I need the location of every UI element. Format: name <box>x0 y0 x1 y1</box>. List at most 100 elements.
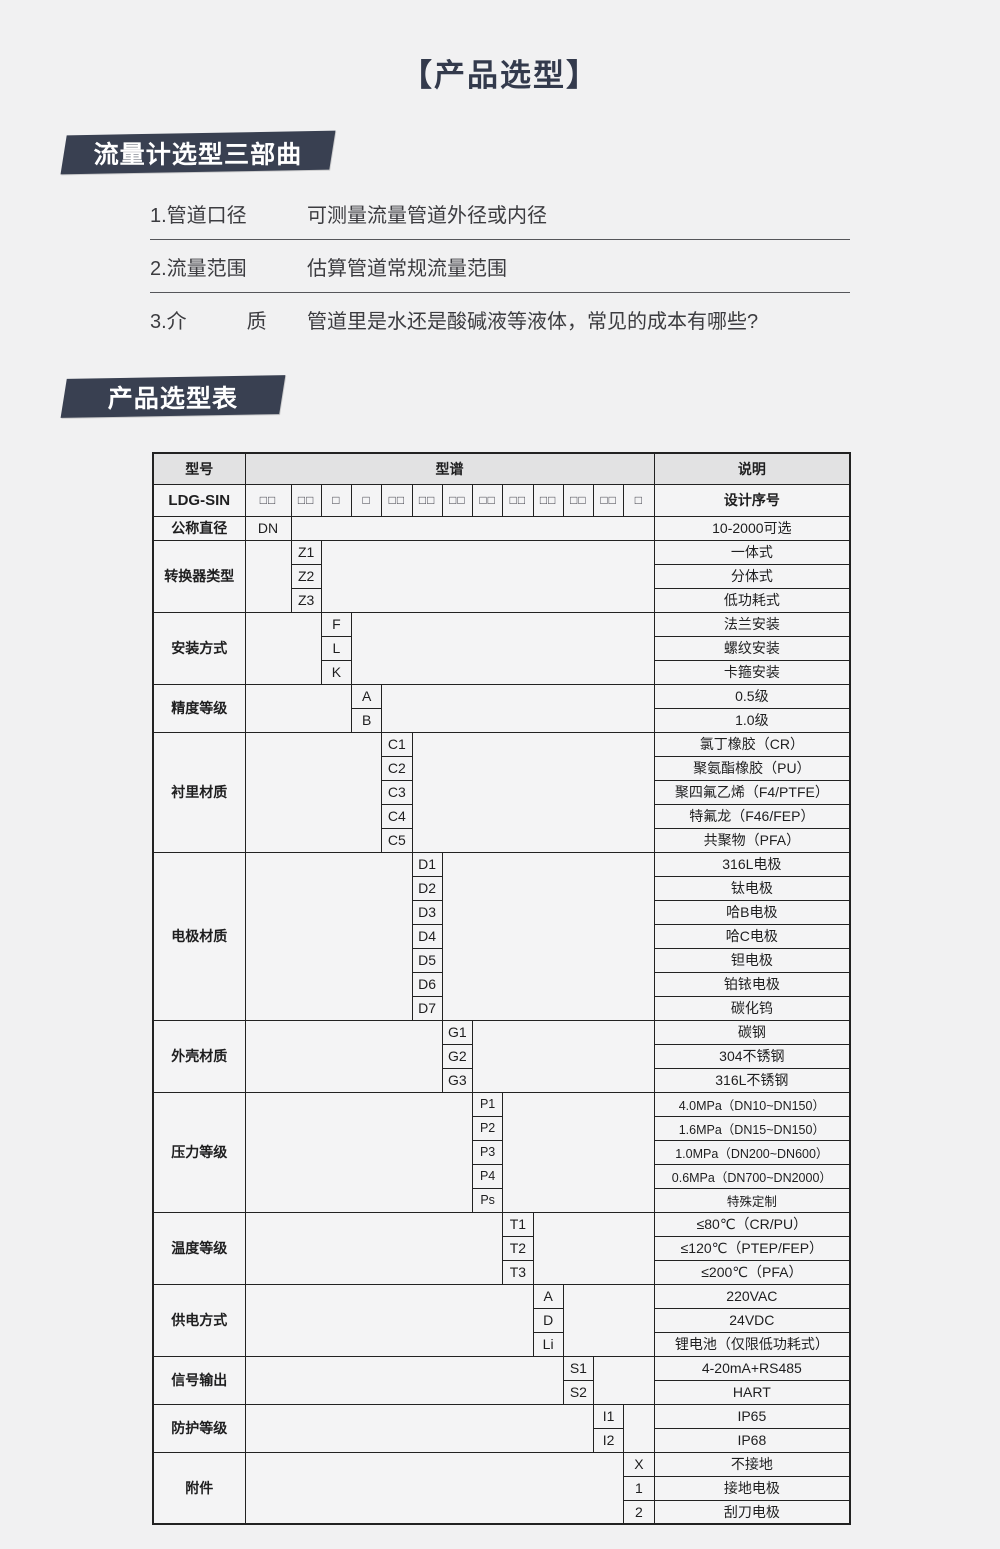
spec-code-cell: P1 <box>471 1091 504 1117</box>
spec-desc-cell: 1.6MPa（DN15~DN150） <box>653 1115 851 1141</box>
steps-banner-label: 流量计选型三部曲 <box>93 140 303 169</box>
spec-desc-cell: 不接地 <box>653 1451 851 1477</box>
header-spectrum: 型谱 <box>244 452 655 485</box>
filler-cell <box>562 1283 655 1357</box>
code-placeholder-boxes: □□ <box>471 483 504 517</box>
filler-cell <box>244 731 383 853</box>
step-row-2: 2.流量范围 估算管道常规流量范围 <box>150 240 850 293</box>
spec-desc-cell: 钽电极 <box>653 947 851 973</box>
step-description: 估算管道常规流量范围 <box>307 257 507 280</box>
spec-code-cell: Ps <box>471 1187 504 1213</box>
spec-code-cell: A <box>350 683 383 709</box>
spec-code-cell: S1 <box>562 1355 595 1381</box>
spec-code-cell: D7 <box>411 995 443 1021</box>
spec-desc-cell: 0.5级 <box>653 683 851 709</box>
step-label: 3.介 质 <box>150 311 267 333</box>
spec-desc-cell: 304不锈钢 <box>653 1043 851 1069</box>
spec-code-cell: D2 <box>411 875 443 901</box>
code-placeholder-boxes: □□ <box>562 483 595 517</box>
spec-desc-cell: 哈C电极 <box>653 923 851 949</box>
spec-code-cell: P3 <box>471 1139 504 1165</box>
category-cell: 公称直径 <box>152 515 246 541</box>
spec-desc-cell: HART <box>653 1379 851 1405</box>
page-title: 【产品选型】 <box>401 58 599 93</box>
filler-cell <box>244 1211 504 1285</box>
model-description-cell: 设计序号 <box>653 483 851 517</box>
filler-cell <box>441 851 655 1021</box>
spec-desc-cell: 低功耗式 <box>653 587 851 613</box>
filler-cell <box>244 683 352 733</box>
filler-cell <box>244 611 322 685</box>
spec-desc-cell: 聚四氟乙烯（F4/PTFE） <box>653 779 851 805</box>
spec-desc-cell: 锂电池（仅限低功耗式） <box>653 1331 851 1357</box>
filler-cell <box>244 1019 443 1093</box>
step-row-1: 1.管道口径 可测量流量管道外径或内径 <box>150 187 850 240</box>
spec-desc-cell: 碳钢 <box>653 1019 851 1045</box>
filler-cell <box>320 539 655 613</box>
spec-desc-cell: 哈B电极 <box>653 899 851 925</box>
code-placeholder-boxes: □ <box>623 483 655 517</box>
spec-code-cell: D4 <box>411 923 443 949</box>
spec-desc-cell: 1.0MPa（DN200~DN600） <box>653 1139 851 1165</box>
spec-desc-cell: 聚氨酯橡胶（PU） <box>653 755 851 781</box>
spec-code-cell: D5 <box>411 947 443 973</box>
filler-cell <box>244 1451 625 1525</box>
spec-desc-cell: 0.6MPa（DN700~DN2000） <box>653 1163 851 1189</box>
spec-code-cell: X <box>623 1451 655 1477</box>
spec-desc-cell: 一体式 <box>653 539 851 565</box>
model-name-cell: LDG-SIN <box>152 483 246 517</box>
category-cell: 防护等级 <box>152 1403 246 1453</box>
code-placeholder-boxes: □□ <box>592 483 625 517</box>
spec-desc-cell: 24VDC <box>653 1307 851 1333</box>
spec-desc-cell: 共聚物（PFA） <box>653 827 851 853</box>
spec-desc-cell: 法兰安装 <box>653 611 851 637</box>
spec-code-cell: D6 <box>411 971 443 997</box>
spec-code-cell: 1 <box>623 1475 655 1501</box>
spec-code-cell: G2 <box>441 1043 474 1069</box>
category-cell: 精度等级 <box>152 683 246 733</box>
spec-desc-cell: 氯丁橡胶（CR） <box>653 731 851 757</box>
selection-table: 型号 型谱 说明 LDG-SIN □□ □□ □ □ □□ □□ □□ □□ □□ □□ □□ □□ □ 设计序号… <box>152 452 852 1525</box>
code-placeholder-boxes: □□ <box>441 483 474 517</box>
spec-desc-cell: 特氟龙（F46/FEP） <box>653 803 851 829</box>
spec-code-cell: Li <box>532 1331 564 1357</box>
filler-cell <box>290 515 655 541</box>
spec-code-cell: Z3 <box>290 587 322 613</box>
filler-cell <box>623 1403 655 1453</box>
spec-code-cell: I2 <box>592 1427 625 1453</box>
code-placeholder-boxes: □□ <box>290 483 322 517</box>
code-placeholder-boxes: □□ <box>502 483 534 517</box>
spec-code-cell: G3 <box>441 1067 474 1093</box>
spec-code-cell: G1 <box>441 1019 474 1045</box>
category-cell: 外壳材质 <box>152 1019 246 1093</box>
spec-desc-cell: 4-20mA+RS485 <box>653 1355 851 1381</box>
spec-code-cell: Z1 <box>290 539 322 565</box>
spec-desc-cell: 螺纹安装 <box>653 635 851 661</box>
filler-cell <box>351 611 655 685</box>
spec-code-cell: S2 <box>562 1379 595 1405</box>
spec-code-cell: P2 <box>471 1115 504 1141</box>
spec-code-cell: D <box>532 1307 564 1333</box>
category-cell: 电极材质 <box>152 851 246 1021</box>
spec-code-cell: C3 <box>381 779 413 805</box>
spec-code-cell: 2 <box>623 1499 655 1525</box>
spec-desc-cell: 接地电极 <box>653 1475 851 1501</box>
code-placeholder-boxes: □□ <box>532 483 564 517</box>
spec-code-cell: I1 <box>592 1403 625 1429</box>
spec-code-cell: C1 <box>381 731 413 757</box>
header-description: 说明 <box>653 452 851 485</box>
spec-code-cell: A <box>532 1283 564 1309</box>
spec-code-cell: Z2 <box>290 563 322 589</box>
spec-code-cell: D1 <box>411 851 443 877</box>
step-label: 2.流量范围 <box>150 257 247 280</box>
header-model: 型号 <box>152 452 246 485</box>
category-cell: 信号输出 <box>152 1355 246 1405</box>
category-cell: 附件 <box>152 1451 246 1525</box>
filler-cell <box>244 1283 534 1357</box>
table-banner: 产品选型表 <box>60 375 286 418</box>
spec-desc-cell: 铂铱电极 <box>653 971 851 997</box>
filler-cell <box>381 683 655 733</box>
step-description: 可测量流量管道外径或内径 <box>307 204 547 227</box>
category-cell: 温度等级 <box>152 1211 246 1285</box>
spec-desc-cell: ≤200℃（PFA） <box>653 1259 851 1285</box>
